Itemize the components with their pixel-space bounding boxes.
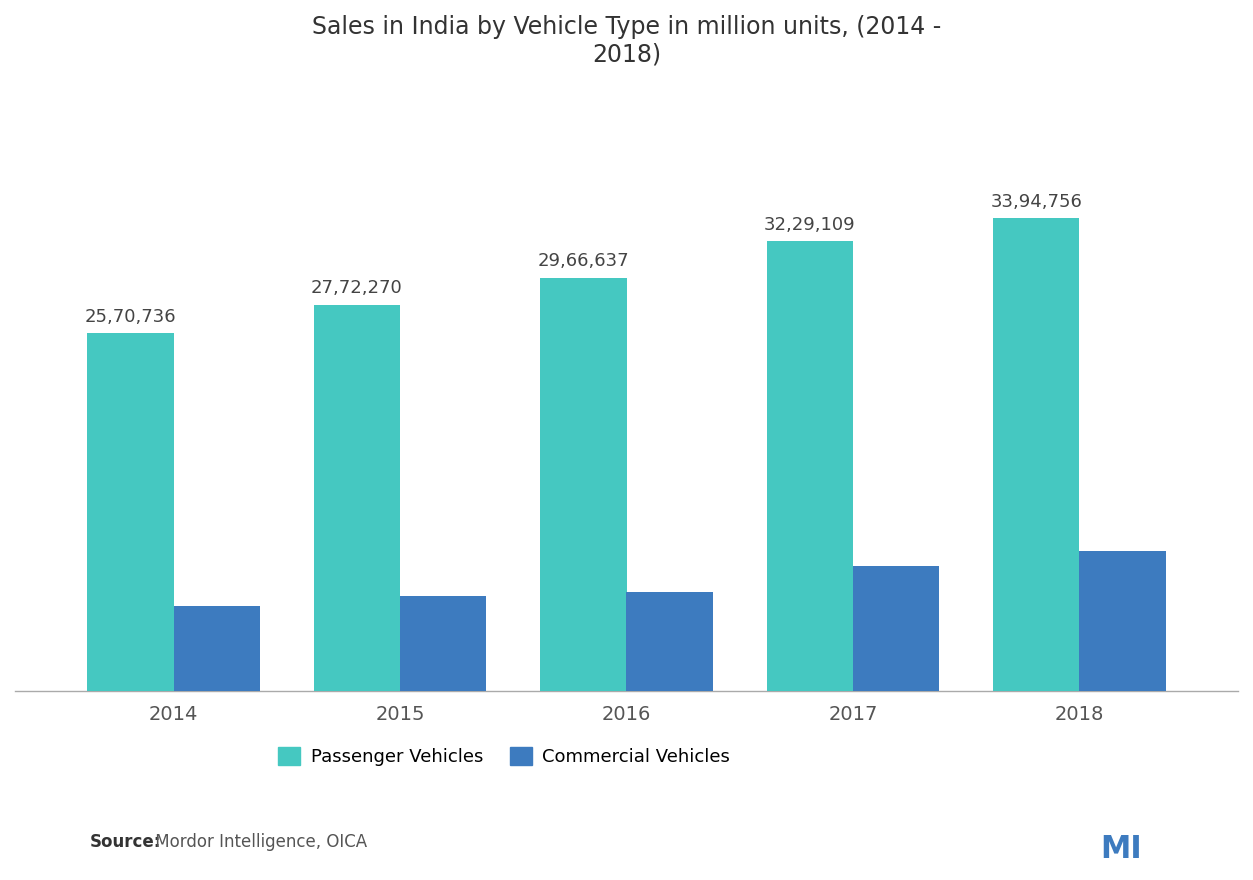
Bar bbox=[994, 218, 1080, 691]
Bar bbox=[540, 278, 626, 691]
Text: ΜΙ: ΜΙ bbox=[1100, 835, 1143, 864]
Bar bbox=[88, 334, 173, 691]
Text: 32,29,109: 32,29,109 bbox=[764, 216, 856, 234]
Text: 33,94,756: 33,94,756 bbox=[990, 193, 1083, 210]
Text: 25,70,736: 25,70,736 bbox=[85, 307, 177, 326]
Bar bbox=[173, 605, 259, 691]
Text: 29,66,637: 29,66,637 bbox=[538, 253, 629, 270]
Text: Source:: Source: bbox=[90, 832, 162, 851]
Text: 27,72,270: 27,72,270 bbox=[311, 280, 403, 297]
Text: Mordor Intelligence, OICA: Mordor Intelligence, OICA bbox=[150, 832, 367, 851]
Bar bbox=[1080, 551, 1165, 691]
Bar bbox=[853, 567, 938, 691]
Legend: Passenger Vehicles, Commercial Vehicles: Passenger Vehicles, Commercial Vehicles bbox=[278, 746, 730, 766]
Bar bbox=[767, 241, 853, 691]
Bar bbox=[315, 305, 400, 691]
Bar bbox=[400, 596, 486, 691]
Title: Sales in India by Vehicle Type in million units, (2014 -
2018): Sales in India by Vehicle Type in millio… bbox=[312, 15, 941, 67]
Bar bbox=[626, 591, 713, 691]
